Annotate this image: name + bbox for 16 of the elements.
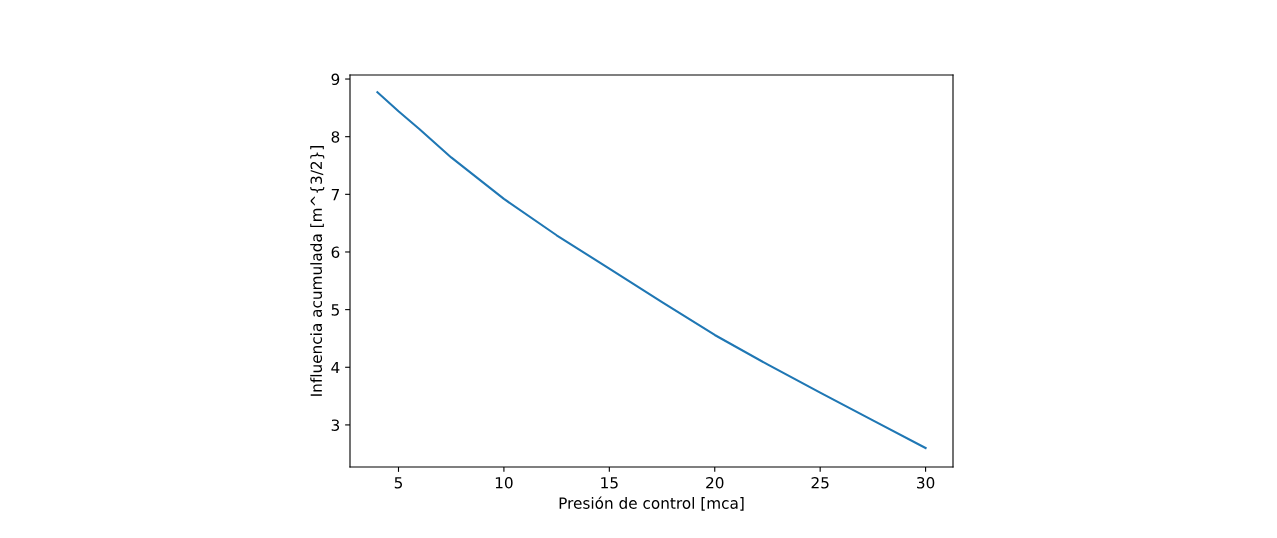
y-tick-label: 6	[331, 246, 340, 258]
y-tick-label: 5	[331, 304, 339, 316]
x-tick-label: 5	[394, 477, 403, 489]
y-tick-label: 9	[331, 73, 340, 86]
y-tick-label: 3	[331, 419, 340, 431]
x-tick-label: 15	[601, 477, 618, 489]
x-tick-label: 30	[917, 476, 935, 489]
y-tick-label: 7	[331, 189, 339, 201]
y-tick-label: 8	[331, 131, 340, 143]
x-axis-title: Presión de control [mca]	[559, 496, 744, 511]
x-tick-label: 25	[811, 476, 829, 489]
y-tick-label: 4	[331, 361, 340, 374]
x-tick-label: 10	[495, 476, 513, 489]
line-series	[376, 91, 927, 450]
y-axis-title: Influencia acumulada [m^{3/2}]	[310, 146, 325, 396]
x-tick-label: 20	[706, 476, 724, 489]
